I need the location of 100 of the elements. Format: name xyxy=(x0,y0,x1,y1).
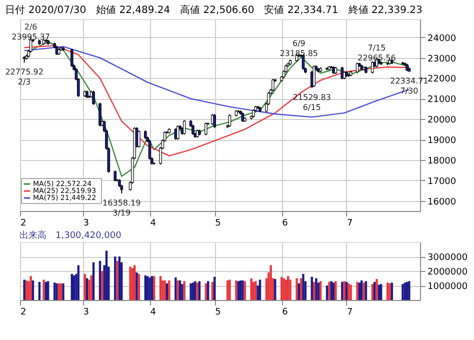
bar xyxy=(226,280,229,300)
bar xyxy=(30,276,32,300)
bar xyxy=(133,265,136,300)
annotation: 22334.71 7/30 xyxy=(390,76,428,96)
bar xyxy=(360,280,363,300)
candlestick xyxy=(98,102,102,127)
bar xyxy=(138,274,140,300)
bar xyxy=(131,268,134,300)
x-tick-label: 2 xyxy=(20,218,26,228)
candlestick xyxy=(70,48,74,68)
y-tick-label: 18000 xyxy=(428,156,456,166)
bar xyxy=(348,283,350,300)
bar xyxy=(406,282,408,300)
y-tick-label: 3000000 xyxy=(428,253,468,263)
bar xyxy=(252,282,255,300)
candlestick xyxy=(138,130,140,148)
candlestick xyxy=(192,124,194,136)
annotation: 7/15 22965.56 xyxy=(358,44,396,63)
bar xyxy=(192,282,194,300)
x-tick-label: 5 xyxy=(215,308,221,318)
annotation: 2/6 23995.37 xyxy=(12,22,50,42)
bar xyxy=(287,276,290,300)
bar xyxy=(38,282,41,300)
y-tick-label: 16000 xyxy=(428,197,456,208)
bar xyxy=(77,265,80,300)
bar xyxy=(345,282,348,300)
x-tick-label: 5 xyxy=(215,218,221,228)
bar xyxy=(56,283,58,300)
bar xyxy=(378,284,380,300)
bar xyxy=(178,280,182,300)
bar xyxy=(53,282,56,300)
bar xyxy=(84,274,86,300)
bar xyxy=(289,280,292,300)
bar xyxy=(136,272,138,300)
bar xyxy=(280,276,283,300)
bar xyxy=(181,284,184,300)
bar xyxy=(174,278,177,300)
bar xyxy=(118,256,121,300)
bar xyxy=(317,282,320,300)
bar xyxy=(362,282,365,300)
bar xyxy=(300,278,302,300)
bar xyxy=(315,278,318,300)
bar xyxy=(166,283,168,300)
bar xyxy=(198,281,201,300)
bar xyxy=(250,278,252,300)
bar xyxy=(88,280,90,300)
x-tick-label: 3 xyxy=(83,308,89,318)
bar xyxy=(164,280,166,300)
candlestick xyxy=(92,90,95,106)
bar xyxy=(332,282,335,300)
candlestick xyxy=(312,64,316,88)
bar xyxy=(380,284,382,300)
chart-title: 出来高 1,300,420,000 xyxy=(20,230,122,241)
y-tick-label: 2000000 xyxy=(428,268,468,278)
x-tick-label: 6 xyxy=(282,308,288,318)
bar xyxy=(42,280,45,300)
bar xyxy=(404,282,406,300)
bar xyxy=(270,265,272,300)
bar xyxy=(98,260,102,300)
bar xyxy=(101,271,104,300)
bar xyxy=(148,278,151,300)
bar xyxy=(334,281,337,300)
y-tick-label: 21000 xyxy=(428,95,456,106)
x-tick-label: 4 xyxy=(150,308,156,318)
bar xyxy=(86,278,88,300)
bar xyxy=(146,276,149,300)
bar xyxy=(298,283,300,300)
annotation: 21529.83 6/15 xyxy=(292,92,331,112)
bar xyxy=(152,276,156,300)
y-tick-label: 23000 xyxy=(428,54,456,64)
bar xyxy=(239,280,242,300)
bar xyxy=(326,286,328,300)
bar xyxy=(116,260,118,300)
bar xyxy=(60,283,62,300)
bar xyxy=(150,276,153,300)
bar xyxy=(162,280,164,300)
bar xyxy=(213,276,216,300)
bar xyxy=(211,282,214,300)
bar xyxy=(376,278,378,300)
chart-title: 日付 2020/07/30 始値 22,489.24 高値 22,506.60 安値 22,334.71 終値 22,339.23 xyxy=(5,4,422,16)
x-tick-label: 7 xyxy=(346,218,353,228)
bar xyxy=(159,276,162,300)
annotation: 6/9 23185.85 xyxy=(280,39,318,58)
bar xyxy=(72,275,76,300)
candlestick xyxy=(213,114,216,128)
annotation: 16358.19 3/19 xyxy=(102,198,141,218)
bar xyxy=(70,274,73,300)
y-tick-label: 17000 xyxy=(428,176,456,187)
bar xyxy=(364,281,368,300)
bar xyxy=(62,283,64,300)
bar xyxy=(23,280,26,300)
bar xyxy=(371,284,374,300)
bar xyxy=(32,280,34,300)
bar xyxy=(44,282,48,300)
y-tick-label: 24000 xyxy=(428,34,456,44)
bar xyxy=(190,283,192,300)
bar xyxy=(408,281,410,300)
annotation: 22775.92 2/3 xyxy=(5,67,44,86)
bar xyxy=(310,276,313,300)
bar xyxy=(274,278,276,300)
